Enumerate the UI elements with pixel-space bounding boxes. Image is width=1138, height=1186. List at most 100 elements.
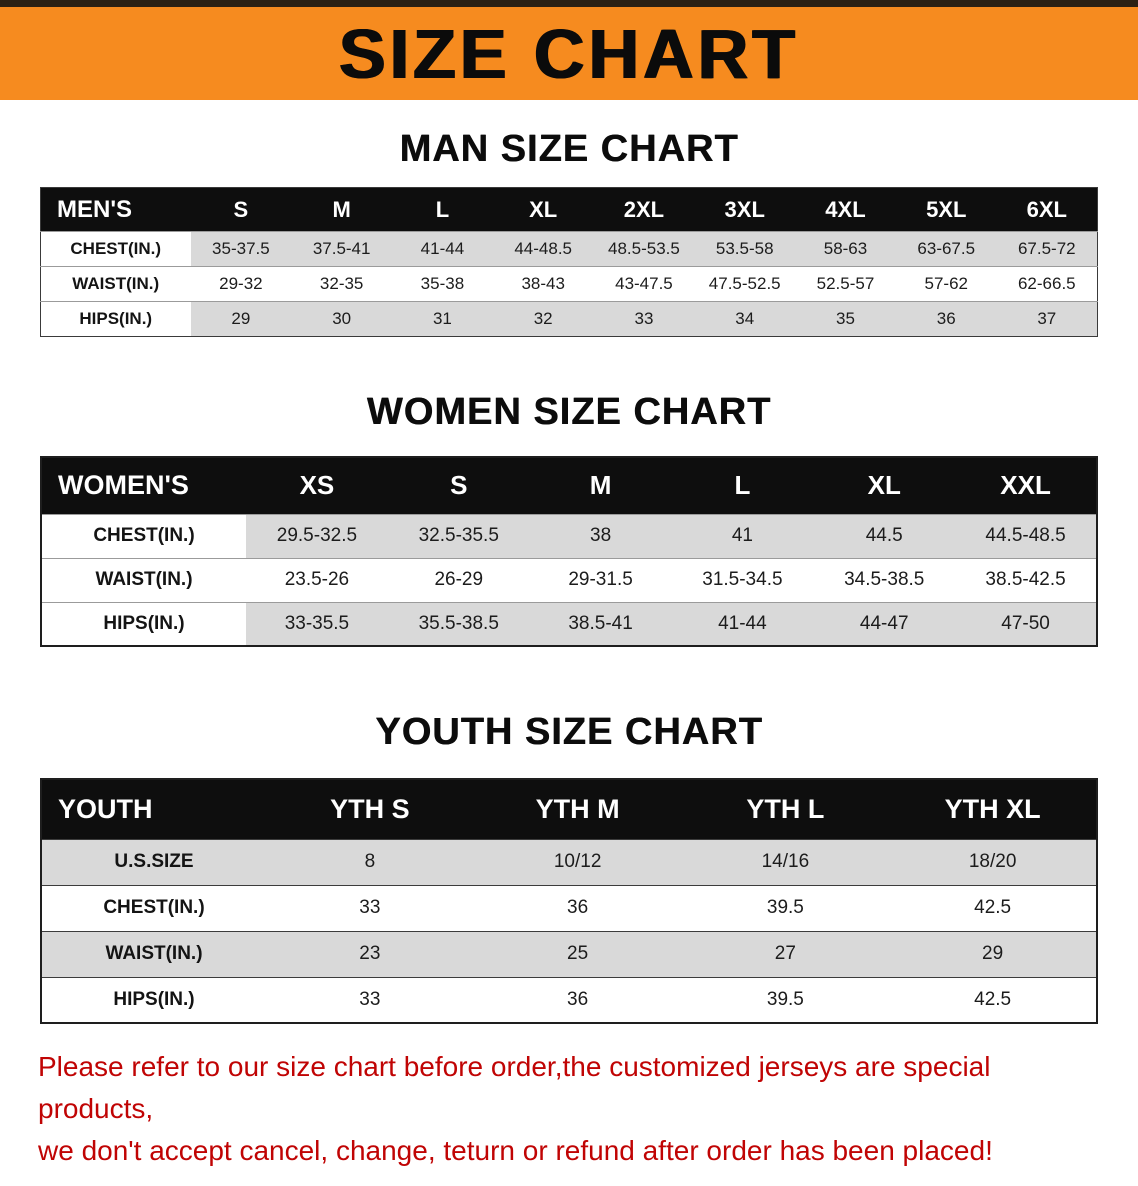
size-value: 31.5-34.5 xyxy=(702,569,783,590)
size-column-header: YTH S xyxy=(266,779,474,839)
size-column-header: YTH XL xyxy=(889,779,1097,839)
youth-chart-heading: YOUTH SIZE CHART xyxy=(375,711,763,753)
size-value: 37 xyxy=(1037,309,1057,328)
size-value: 35-37.5 xyxy=(212,239,270,258)
size-column-header: 5XL xyxy=(895,187,997,232)
footer-notice: Please refer to our size chart before or… xyxy=(0,1046,1138,1172)
size-value: 31 xyxy=(432,309,452,328)
size-value: 33 xyxy=(359,897,381,918)
size-value: 42.5 xyxy=(974,988,1012,1010)
size-value: 29.5-32.5 xyxy=(276,525,358,546)
size-value: 44.5-48.5 xyxy=(985,525,1066,546)
size-value: 33 xyxy=(359,988,381,1010)
size-value: 38.5-41 xyxy=(568,612,633,634)
size-column-header: L xyxy=(392,187,493,232)
size-value: 14/16 xyxy=(761,851,810,872)
women-size-table: WOMEN'S XS S M L XL XXL CHEST(IN.) 29.5-32.5 32.5… xyxy=(40,456,1098,647)
size-value: 29 xyxy=(231,309,251,328)
size-value: 26-29 xyxy=(434,569,484,590)
man-size-table: MEN'S S M L XL 2XL 3XL 4XL 5XL 6XL CHEST(IN.) 35-37… xyxy=(40,187,1098,337)
size-column-header: XXL xyxy=(955,457,1097,514)
size-value: 32.5-35.5 xyxy=(418,525,499,546)
notice-line-2: we don't accept cancel, change, teturn o… xyxy=(38,1135,993,1166)
banner: SIZE CHART xyxy=(0,0,1138,100)
size-column-header: S xyxy=(190,187,292,232)
row-label: CHEST(IN.) xyxy=(103,897,205,918)
page-title: SIZE CHART xyxy=(339,14,799,93)
size-column-header: 3XL xyxy=(694,187,796,232)
size-value: 10/12 xyxy=(553,851,602,872)
size-value: 38 xyxy=(590,525,612,546)
size-column-header: XL xyxy=(813,457,956,514)
row-label: CHEST(IN.) xyxy=(41,514,246,558)
size-value: 63-67.5 xyxy=(917,239,976,258)
size-value: 41-44 xyxy=(718,612,767,634)
size-value: 62-66.5 xyxy=(1017,274,1076,293)
size-value: 47.5-52.5 xyxy=(708,274,781,293)
size-value: 29 xyxy=(982,943,1004,964)
measurement-row: HIPS(IN.) 33 36 39.5 42.5 xyxy=(41,977,1097,1023)
size-value: 36 xyxy=(567,988,589,1010)
size-value: 35.5-38.5 xyxy=(418,612,499,634)
measurement-row: CHEST(IN.) 33 36 39.5 42.5 xyxy=(41,885,1097,931)
size-value: 43-47.5 xyxy=(615,274,673,293)
size-value: 44-47 xyxy=(859,612,909,634)
size-value: 44-48.5 xyxy=(514,239,573,258)
table-title-cell: WOMEN'S xyxy=(41,457,246,514)
size-value: 8 xyxy=(364,851,376,872)
measurement-row: U.S.SIZE 8 10/12 14/16 18/20 xyxy=(41,839,1097,885)
section-women: WOMEN SIZE CHART WOMEN'S XS S M L XL XXL CHEST(I… xyxy=(0,391,1138,647)
size-value: 36 xyxy=(567,897,589,918)
section-man: MAN SIZE CHART MEN'S S M L XL 2XL 3XL 4XL 5XL 6XL C… xyxy=(0,128,1138,337)
row-label: WAIST(IN.) xyxy=(105,943,203,964)
size-column-header: 2XL xyxy=(593,187,695,232)
size-value: 32-35 xyxy=(319,274,364,293)
man-chart-heading: MAN SIZE CHART xyxy=(399,128,739,170)
row-label: WAIST(IN.) xyxy=(41,558,246,602)
row-label: WAIST(IN.) xyxy=(40,266,191,302)
measurement-row: WAIST(IN.) 23.5-26 26-29 29-31.5 31.5-34.5 34… xyxy=(41,558,1097,602)
row-label: HIPS(IN.) xyxy=(41,602,246,646)
size-value: 18/20 xyxy=(968,851,1017,872)
measurement-row: HIPS(IN.) 33-35.5 35.5-38.5 38.5-41 41-44 44-… xyxy=(41,602,1097,646)
size-value: 29-31.5 xyxy=(568,569,633,590)
size-value: 27 xyxy=(774,943,796,964)
size-value: 39.5 xyxy=(766,897,804,918)
size-value: 38-43 xyxy=(521,274,565,293)
section-youth: YOUTH SIZE CHART YOUTH YTH S YTH M YTH L YTH … xyxy=(0,711,1138,1024)
size-value: 44.5 xyxy=(865,525,903,546)
size-value: 58-63 xyxy=(823,239,868,258)
measurement-row: WAIST(IN.) 23 25 27 29 xyxy=(41,931,1097,977)
size-value: 30 xyxy=(332,309,352,328)
size-column-header: 4XL xyxy=(795,187,896,232)
header-row: WOMEN'S XS S M L XL XXL xyxy=(41,457,1097,514)
size-column-header: XS xyxy=(246,457,388,514)
size-column-header: XL xyxy=(492,187,594,232)
size-value: 41-44 xyxy=(420,239,465,258)
table-title-cell: MEN'S xyxy=(40,187,191,232)
row-label: U.S.SIZE xyxy=(114,851,194,872)
size-value: 47-50 xyxy=(1001,612,1050,634)
size-value: 35-38 xyxy=(420,274,465,293)
measurement-row: CHEST(IN.) 29.5-32.5 32.5-35.5 38 41 44.5 44.5… xyxy=(41,514,1097,558)
size-value: 52.5-57 xyxy=(816,274,875,293)
size-value: 35 xyxy=(836,309,855,328)
size-column-header: L xyxy=(671,457,814,514)
youth-size-table: YOUTH YTH S YTH M YTH L YTH XL U.S.SIZE 8 10/12… xyxy=(40,778,1098,1024)
table-title-cell: YOUTH xyxy=(41,779,266,839)
size-value: 33 xyxy=(634,309,654,328)
size-value: 67.5-72 xyxy=(1017,239,1076,258)
row-label: HIPS(IN.) xyxy=(113,988,195,1010)
size-value: 32 xyxy=(533,309,553,328)
row-label: HIPS(IN.) xyxy=(40,301,191,337)
size-value: 25 xyxy=(567,943,589,964)
size-value: 23.5-26 xyxy=(284,569,350,590)
size-value: 57-62 xyxy=(924,274,968,293)
size-column-header: YTH L xyxy=(681,779,890,839)
size-value: 23 xyxy=(359,943,381,964)
size-column-header: YTH M xyxy=(473,779,682,839)
size-value: 33-35.5 xyxy=(284,612,350,634)
size-column-header: 6XL xyxy=(996,187,1098,232)
measurement-row: HIPS(IN.) 29 30 31 32 33 34 35 36 37 xyxy=(40,301,1098,337)
notice-line-1: Please refer to our size chart before or… xyxy=(38,1051,991,1124)
